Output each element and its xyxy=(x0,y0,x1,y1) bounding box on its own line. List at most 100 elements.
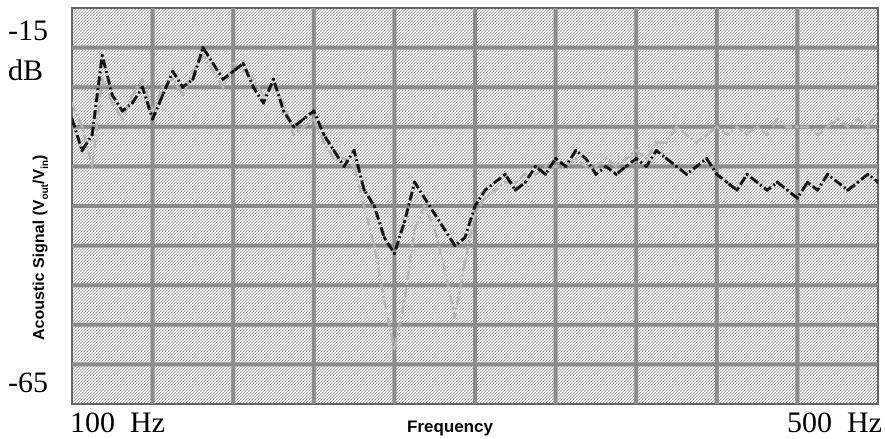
series-light-point xyxy=(252,78,255,81)
series-light-point xyxy=(494,189,497,192)
series-light-point xyxy=(816,133,819,136)
series-dark-point xyxy=(302,117,305,120)
series-light-point xyxy=(101,78,104,81)
series-light-point xyxy=(866,125,869,128)
series-light-point xyxy=(514,181,517,184)
series-dark-point xyxy=(735,189,738,192)
series-light-point xyxy=(91,165,94,168)
y-tick-top: -15 xyxy=(8,14,48,47)
series-light-point xyxy=(534,173,537,176)
series-light-point xyxy=(544,165,547,168)
y-axis-label: Acoustic Signal (Vout/Vin) xyxy=(31,155,51,340)
series-light-point xyxy=(151,109,154,112)
x-axis-label: Frequency xyxy=(407,417,494,436)
series-dark-point xyxy=(604,165,607,168)
series-light-point xyxy=(856,117,859,120)
series-light-point xyxy=(574,157,577,160)
series-dark-point xyxy=(514,189,517,192)
series-light-point xyxy=(695,141,698,144)
series-dark-point xyxy=(655,149,658,152)
series-light-point xyxy=(766,133,769,136)
series-dark-point xyxy=(534,165,537,168)
series-dark-point xyxy=(191,78,194,81)
series-dark-point xyxy=(232,70,235,73)
series-dark-point xyxy=(373,205,376,208)
y-axis-label-part5: ) xyxy=(31,155,48,160)
series-light-point xyxy=(554,165,557,168)
series-light-point xyxy=(292,133,295,136)
series-light-point xyxy=(776,117,779,120)
series-light-point xyxy=(212,70,215,73)
series-light-point xyxy=(625,157,628,160)
series-dark-point xyxy=(383,236,386,239)
series-dark-point xyxy=(393,252,396,255)
series-light-point xyxy=(302,125,305,128)
series-dark-point xyxy=(101,54,104,57)
series-light-point xyxy=(343,157,346,160)
series-light-point xyxy=(443,268,446,271)
series-dark-point xyxy=(91,133,94,136)
series-dark-point xyxy=(494,181,497,184)
series-light-point xyxy=(373,244,376,247)
series-light-point xyxy=(584,165,587,168)
series-dark-point xyxy=(161,94,164,97)
x-tick-left: 100 Hz xyxy=(70,406,165,439)
series-light-point xyxy=(393,347,396,350)
series-light-point xyxy=(423,205,426,208)
series-light-point xyxy=(121,117,124,120)
series-dark-point xyxy=(423,197,426,200)
series-dark-point xyxy=(121,109,124,112)
series-light-point xyxy=(242,70,245,73)
series-dark-point xyxy=(786,189,789,192)
series-light-point xyxy=(645,157,648,160)
x-tick-right: 500 Hz xyxy=(787,406,882,439)
series-light-point xyxy=(453,315,456,318)
series-light-point xyxy=(665,141,668,144)
series-light-point xyxy=(71,102,74,105)
series-dark-point xyxy=(877,181,880,184)
series-dark-point xyxy=(151,117,154,120)
series-dark-point xyxy=(715,173,718,176)
series-dark-point xyxy=(766,189,769,192)
series-dark-point xyxy=(433,212,436,215)
series-dark-point xyxy=(615,173,618,176)
series-light-point xyxy=(322,141,325,144)
series-light-point xyxy=(332,157,335,160)
series-dark-point xyxy=(262,102,265,105)
series-dark-point xyxy=(242,62,245,65)
series-light-point xyxy=(635,149,638,152)
series-light-point xyxy=(111,102,114,105)
series-light-point xyxy=(403,300,406,303)
series-dark-point xyxy=(836,181,839,184)
series-light-point xyxy=(484,197,487,200)
series-dark-point xyxy=(413,181,416,184)
y-axis-label-part3: /V xyxy=(31,169,48,184)
series-dark-point xyxy=(453,244,456,247)
series-light-point xyxy=(796,125,799,128)
series-dark-point xyxy=(353,149,356,152)
series-light-point xyxy=(756,125,759,128)
series-light-point xyxy=(725,133,728,136)
series-light-point xyxy=(353,165,356,168)
series-dark-point xyxy=(292,125,295,128)
series-dark-point xyxy=(725,181,728,184)
series-light-point xyxy=(81,125,84,128)
series-dark-point xyxy=(181,86,184,89)
series-dark-point xyxy=(403,220,406,223)
series-dark-point xyxy=(564,165,567,168)
series-light-point xyxy=(262,94,265,97)
series-light-point xyxy=(504,181,507,184)
series-dark-point xyxy=(806,181,809,184)
series-dark-point xyxy=(282,109,285,112)
series-light-point xyxy=(171,78,174,81)
series-light-point xyxy=(836,117,839,120)
series-dark-point xyxy=(484,189,487,192)
series-light-point xyxy=(413,228,416,231)
series-light-point xyxy=(786,125,789,128)
series-dark-point xyxy=(131,102,134,105)
series-dark-point xyxy=(756,181,759,184)
series-dark-point xyxy=(322,133,325,136)
series-dark-point xyxy=(685,173,688,176)
series-light-point xyxy=(615,165,618,168)
